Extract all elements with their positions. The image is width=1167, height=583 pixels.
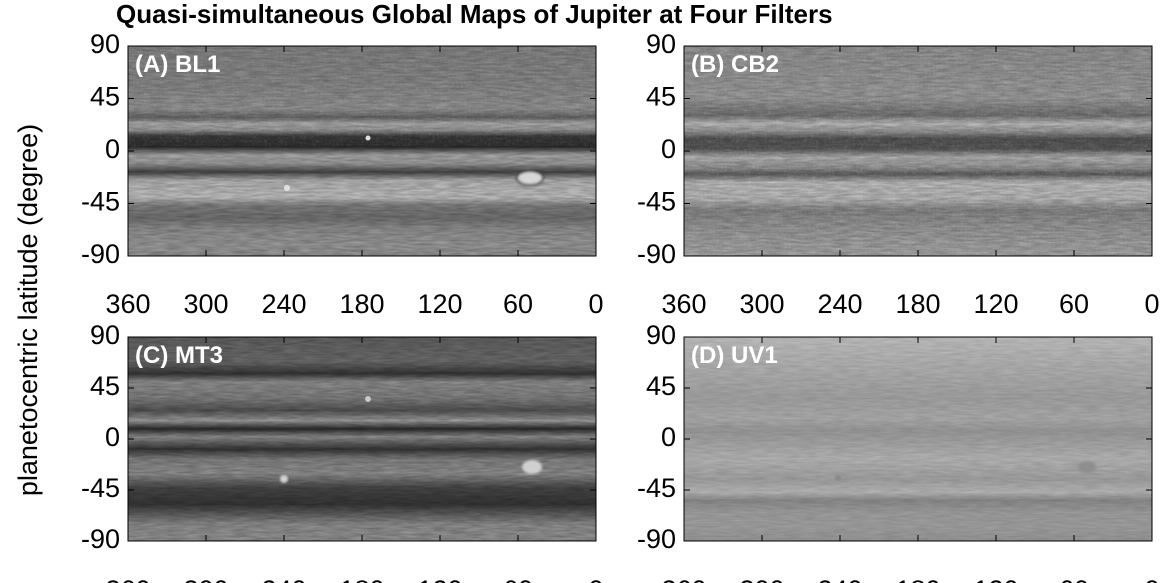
- lat-tick-label: 0: [661, 134, 676, 164]
- lon-tick-label: 300: [739, 575, 784, 583]
- lon-tick-label: 120: [973, 575, 1018, 583]
- y-axis-label: planetocentric latitude (degree): [13, 124, 43, 496]
- lat-tick-label: -45: [81, 473, 120, 503]
- panel-b: [683, 45, 1153, 257]
- lon-tick-label: 0: [588, 575, 603, 583]
- lon-tick-label: 240: [817, 575, 862, 583]
- lon-tick-label: 360: [661, 575, 706, 583]
- map-image-mt3: [128, 337, 596, 541]
- lat-tick-label: 45: [646, 371, 676, 401]
- lat-tick-label: -90: [637, 524, 676, 554]
- lat-tick-label: 0: [105, 422, 120, 452]
- lon-tick-label: 0: [1144, 575, 1159, 583]
- lon-tick-label: 120: [973, 289, 1018, 319]
- lat-tick-label: 45: [90, 82, 120, 112]
- lat-tick-label: 90: [646, 29, 676, 59]
- lat-tick-label: -90: [81, 239, 120, 269]
- lon-tick-label: 360: [661, 289, 706, 319]
- lon-tick-label: 300: [183, 289, 228, 319]
- map-image-cb2: [684, 46, 1152, 256]
- panel-label-bl1: (A) BL1: [135, 51, 220, 78]
- panel-label-uv1: (D) UV1: [691, 342, 778, 369]
- lon-tick-label: 180: [895, 289, 940, 319]
- lon-tick-label: 240: [261, 289, 306, 319]
- lon-tick-label: 300: [739, 289, 784, 319]
- lon-tick-label: 180: [339, 289, 384, 319]
- panel-d: [683, 336, 1153, 542]
- lat-tick-label: -45: [637, 187, 676, 217]
- lon-tick-label: 240: [261, 575, 306, 583]
- lon-tick-label: 360: [105, 289, 150, 319]
- lat-tick-label: -45: [637, 473, 676, 503]
- panel-label-mt3: (C) MT3: [135, 342, 223, 369]
- lon-tick-label: 180: [339, 575, 384, 583]
- lon-tick-label: 60: [1059, 575, 1089, 583]
- lat-tick-label: 45: [90, 371, 120, 401]
- lon-tick-label: 120: [417, 575, 462, 583]
- lat-tick-label: -45: [81, 187, 120, 217]
- lat-tick-label: 90: [90, 320, 120, 350]
- lat-tick-label: 0: [661, 422, 676, 452]
- lon-tick-label: 0: [1144, 289, 1159, 319]
- lon-tick-label: 360: [105, 575, 150, 583]
- map-image-bl1: [128, 46, 596, 256]
- lon-tick-label: 120: [417, 289, 462, 319]
- lat-tick-label: 45: [646, 82, 676, 112]
- panel-label-cb2: (B) CB2: [691, 51, 779, 78]
- lat-tick-label: -90: [637, 239, 676, 269]
- lon-tick-label: 240: [817, 289, 862, 319]
- tick-labels: 90 45 0 -45 -90 360 300 240 180 120 60 0 90 45 0 -45 -90…: [81, 29, 1160, 583]
- lat-tick-label: 90: [646, 320, 676, 350]
- lon-tick-label: 0: [588, 289, 603, 319]
- figure-title: Quasi-simultaneous Global Maps of Jupite…: [116, 0, 833, 29]
- lon-tick-label: 60: [503, 575, 533, 583]
- lon-tick-label: 300: [183, 575, 228, 583]
- lon-tick-label: 180: [895, 575, 940, 583]
- lat-tick-label: 0: [105, 134, 120, 164]
- lat-tick-label: 90: [90, 29, 120, 59]
- lat-tick-label: -90: [81, 524, 120, 554]
- panel-a: [127, 45, 597, 257]
- panel-c: [127, 336, 597, 542]
- lon-tick-label: 60: [1059, 289, 1089, 319]
- lon-tick-label: 60: [503, 289, 533, 319]
- panel-labels: (A) BL1 (B) CB2 (C) MT3 (D) UV1: [135, 51, 779, 369]
- axis-ticks: [127, 45, 1153, 542]
- map-image-uv1: [684, 337, 1152, 541]
